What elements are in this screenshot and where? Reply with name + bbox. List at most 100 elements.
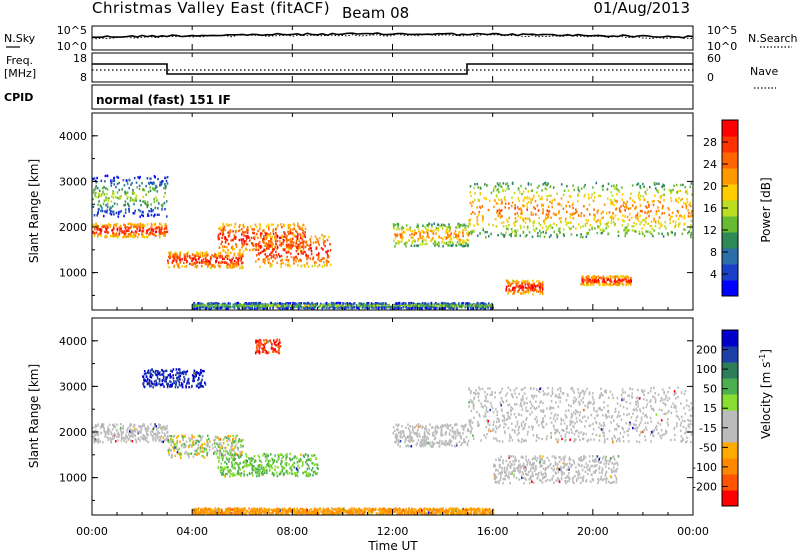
power-echo-point	[413, 244, 416, 247]
power-echo-point	[135, 197, 137, 200]
velocity-echo-point	[153, 383, 155, 386]
velocity-echo-point	[171, 370, 173, 373]
power-echo-point	[441, 227, 444, 230]
power-echo-point	[434, 240, 436, 244]
power-echo-point	[274, 234, 277, 237]
power-echo-point	[235, 256, 237, 260]
power-echo-point	[292, 259, 295, 262]
velocity-echo-point	[195, 449, 198, 453]
power-echo-point	[431, 236, 434, 240]
velocity-echo-point	[204, 381, 206, 384]
power-echo-point	[654, 224, 657, 228]
power-echo-point	[95, 195, 97, 198]
power-echo-point	[467, 244, 469, 248]
power-echo-point	[206, 306, 208, 309]
power-echo-point	[327, 249, 329, 253]
power-echo-point	[271, 304, 273, 307]
power-echo-point	[350, 303, 353, 306]
power-echo-point	[296, 243, 299, 246]
power-echo-point	[494, 185, 497, 188]
power-echo-point	[359, 305, 361, 308]
velocity-echo-point	[264, 471, 266, 474]
power-echo-point	[627, 223, 629, 226]
velocity-echo-point	[143, 435, 146, 438]
velocity-echo-point	[258, 456, 261, 459]
power-echo-point	[672, 188, 674, 192]
velocity-echo-point	[293, 456, 295, 459]
power-echo-point	[514, 234, 516, 237]
velocity-echo-point	[161, 368, 163, 372]
power-echo-point	[287, 230, 289, 234]
velocity-echo-point	[238, 466, 240, 469]
power-echo-point	[467, 231, 470, 234]
power-echo-point	[592, 283, 595, 287]
power-echo-point	[112, 196, 115, 199]
power-echo-point	[183, 256, 186, 259]
power-echo-point	[166, 182, 169, 185]
power-echo-point	[444, 305, 447, 308]
power-echo-point	[510, 289, 512, 293]
velocity-echo-point	[100, 432, 102, 435]
velocity-echo-point	[267, 465, 270, 468]
power-echo-point	[191, 253, 194, 256]
velocity-echo-point	[203, 442, 206, 446]
power-echo-point	[207, 305, 210, 308]
power-echo-point	[538, 286, 541, 289]
power-echo-point	[644, 219, 647, 223]
velocity-echo-point	[196, 453, 198, 456]
power-echo-point	[116, 191, 119, 194]
power-echo-point	[275, 242, 277, 246]
power-echo-point	[612, 212, 614, 215]
power-echo-point	[272, 243, 275, 246]
velocity-echo-point	[207, 442, 209, 445]
power-echo-point	[300, 259, 302, 262]
power-echo-point	[154, 206, 157, 210]
power-echo-point	[472, 304, 475, 307]
power-echo-point	[287, 260, 289, 263]
velocity-echo-point	[93, 438, 95, 441]
power-echo-point	[104, 174, 107, 178]
velocity-echo-point	[116, 423, 118, 426]
velocity-echo-point	[94, 425, 97, 429]
velocity-echo-point	[223, 468, 225, 471]
power-echo-point	[244, 307, 246, 310]
power-echo-point	[310, 252, 313, 256]
power-echo-point	[250, 306, 252, 309]
power-echo-point	[636, 214, 639, 217]
velocity-echo-point	[296, 471, 298, 475]
power-echo-point	[454, 302, 456, 305]
power-echo-point	[278, 236, 281, 240]
power-echo-point	[300, 249, 302, 253]
velocity-echo-point	[246, 455, 248, 458]
power-echo-point	[663, 193, 665, 196]
power-echo-point	[602, 216, 604, 219]
power-echo-point	[497, 188, 499, 191]
power-echo-point	[241, 261, 244, 264]
power-echo-point	[257, 305, 260, 309]
power-echo-point	[469, 304, 472, 307]
power-echo-point	[315, 261, 317, 264]
power-echo-point	[419, 303, 422, 306]
velocity-echo-point	[251, 474, 254, 477]
power-echo-point	[536, 280, 538, 283]
power-echo-point	[681, 215, 683, 219]
velocity-echo-point	[181, 434, 183, 437]
power-echo-point	[193, 301, 195, 305]
velocity-echo-point	[285, 464, 288, 467]
velocity-echo-point	[216, 450, 219, 454]
velocity-echo-point	[164, 379, 166, 383]
power-echo-point	[200, 302, 203, 305]
power-echo-point	[150, 225, 153, 228]
velocity-echo-point	[100, 426, 102, 429]
power-echo-point	[303, 302, 305, 305]
power-echo-point	[526, 208, 528, 211]
velocity-echo-point	[152, 438, 154, 441]
power-echo-point	[225, 266, 228, 269]
velocity-echo-point	[305, 474, 308, 477]
velocity-echo-point	[235, 435, 237, 438]
power-echo-point	[586, 221, 589, 225]
power-echo-point	[326, 303, 328, 306]
power-echo-point	[106, 211, 108, 214]
power-echo-point	[505, 227, 508, 231]
velocity-echo-point	[93, 430, 95, 433]
